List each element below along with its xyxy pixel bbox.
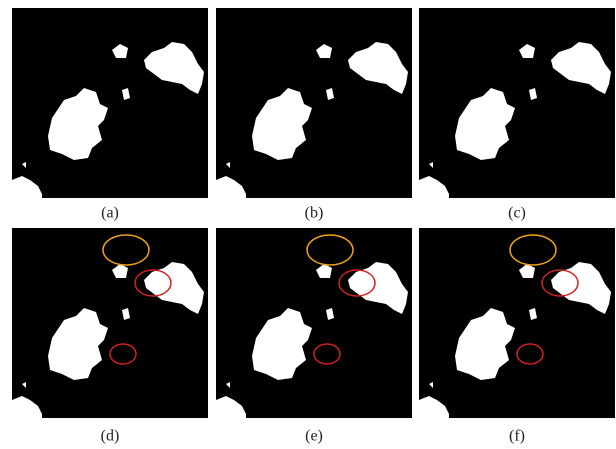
panel-d xyxy=(12,228,208,418)
panel-b xyxy=(216,8,412,198)
panel-label: (d) xyxy=(101,428,120,445)
figure: (a) (b) (c) (d) (e) (f) xyxy=(0,0,616,449)
panel-a xyxy=(12,8,208,198)
panel-label: (b) xyxy=(305,205,324,222)
panel-f xyxy=(419,228,615,418)
panel-label: (a) xyxy=(101,205,119,222)
panel-c xyxy=(419,8,615,198)
panel-label: (f) xyxy=(509,428,525,445)
panel-label: (e) xyxy=(305,428,323,445)
panel-label: (c) xyxy=(508,205,526,222)
panel-e xyxy=(216,228,412,418)
